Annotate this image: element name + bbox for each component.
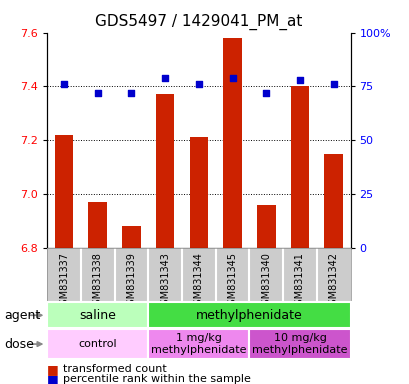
Text: saline: saline	[79, 309, 116, 322]
Text: ■: ■	[47, 373, 59, 384]
Bar	[88, 202, 107, 248]
Bar	[256, 205, 275, 248]
Point	[128, 90, 135, 96]
Text: GSM831338: GSM831338	[92, 252, 103, 311]
Point	[162, 75, 168, 81]
Text: GSM831344: GSM831344	[193, 252, 203, 311]
FancyBboxPatch shape	[47, 302, 148, 328]
Bar	[189, 137, 208, 248]
Bar	[55, 135, 73, 248]
FancyBboxPatch shape	[47, 329, 148, 359]
Bar	[324, 154, 342, 248]
FancyBboxPatch shape	[148, 302, 350, 328]
Text: GSM831340: GSM831340	[261, 252, 271, 311]
Point	[330, 81, 336, 87]
Point	[262, 90, 269, 96]
FancyBboxPatch shape	[249, 329, 350, 359]
Text: control: control	[78, 339, 117, 349]
Title: GDS5497 / 1429041_PM_at: GDS5497 / 1429041_PM_at	[95, 14, 302, 30]
Text: 1 mg/kg
methylphenidate: 1 mg/kg methylphenidate	[151, 333, 246, 355]
Text: GSM831337: GSM831337	[59, 252, 69, 311]
Text: GSM831342: GSM831342	[328, 252, 338, 311]
Text: GSM831341: GSM831341	[294, 252, 304, 311]
Point	[229, 75, 235, 81]
Point	[296, 77, 303, 83]
Text: GSM831339: GSM831339	[126, 252, 136, 311]
Point	[195, 81, 202, 87]
Text: methylphenidate: methylphenidate	[196, 309, 302, 322]
Bar	[122, 226, 140, 248]
Text: agent: agent	[4, 309, 40, 322]
Point	[94, 90, 101, 96]
Point	[61, 81, 67, 87]
Bar	[290, 86, 308, 248]
Text: ■: ■	[47, 363, 59, 376]
Text: 10 mg/kg
methylphenidate: 10 mg/kg methylphenidate	[252, 333, 347, 355]
Text: dose: dose	[4, 338, 34, 351]
Text: transformed count: transformed count	[63, 364, 166, 374]
FancyBboxPatch shape	[148, 329, 249, 359]
Text: percentile rank within the sample: percentile rank within the sample	[63, 374, 250, 384]
Bar	[223, 38, 241, 248]
Text: GSM831345: GSM831345	[227, 252, 237, 311]
Bar	[155, 94, 174, 248]
Text: GSM831343: GSM831343	[160, 252, 170, 311]
